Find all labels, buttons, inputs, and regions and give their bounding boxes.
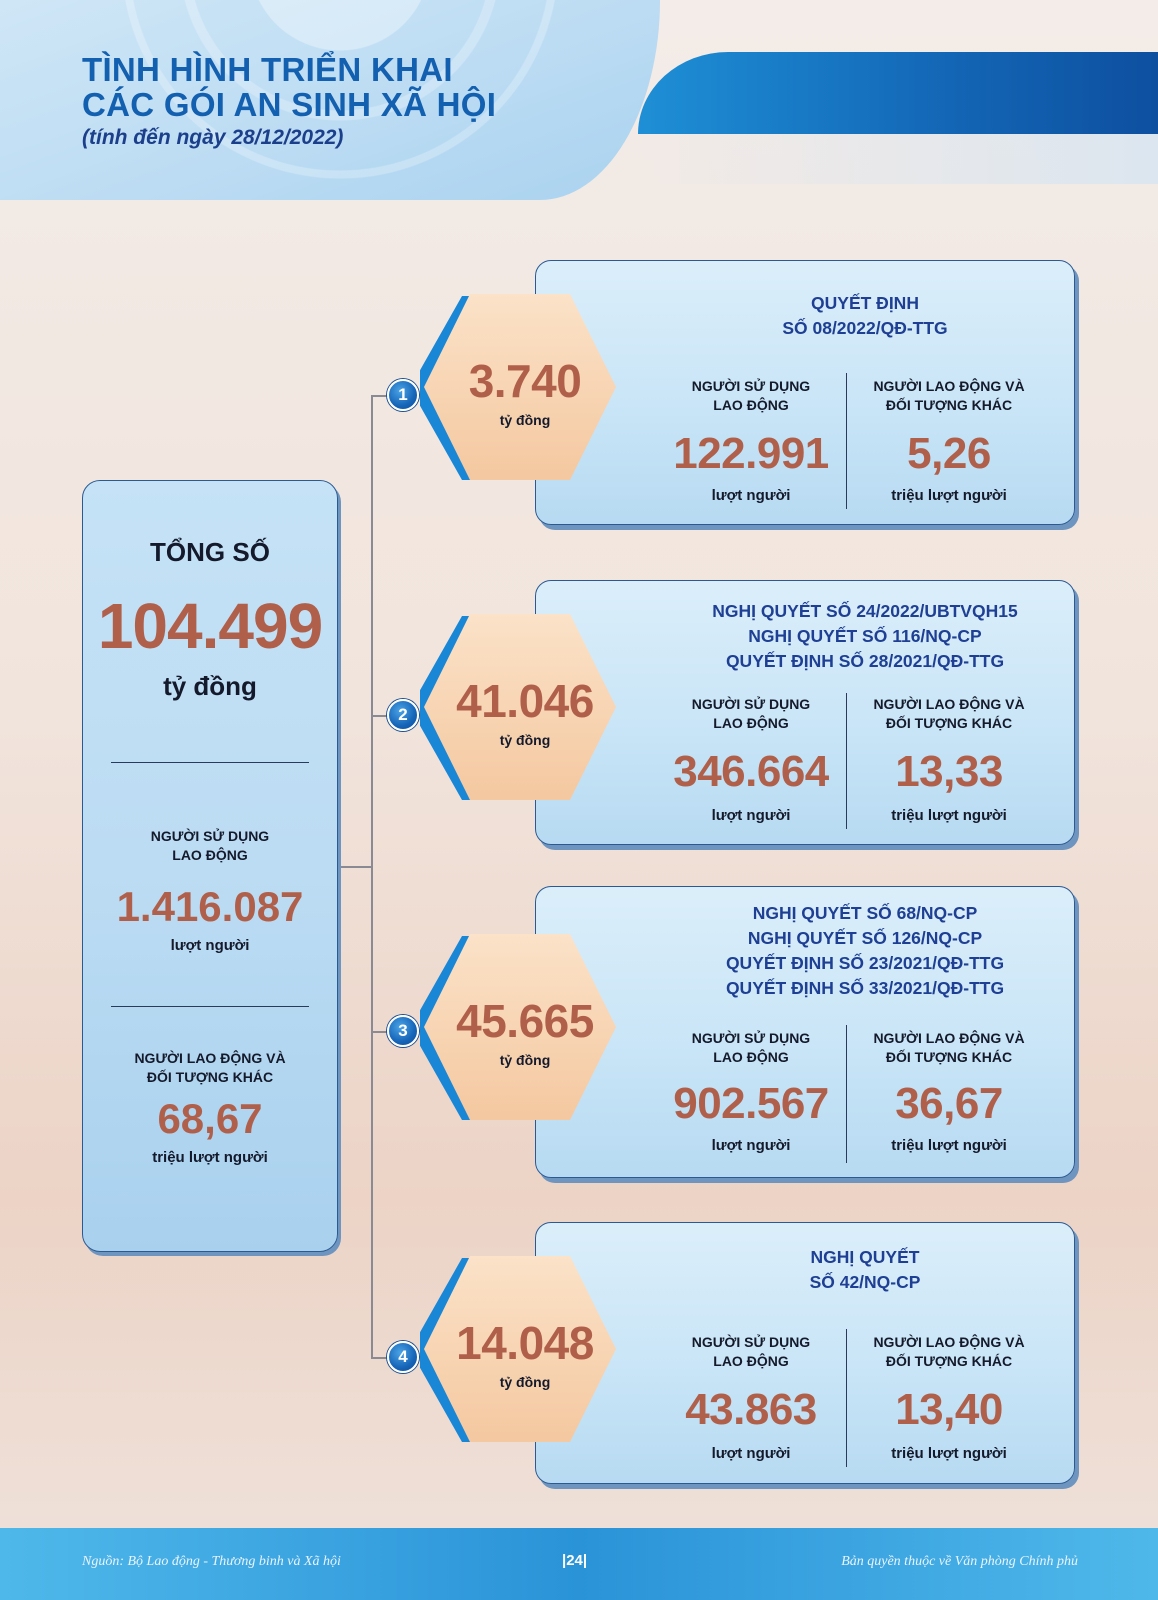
page-footer: Nguồn: Bộ Lao động - Thương binh và Xã h…: [0, 1528, 1158, 1600]
employers-label: NGƯỜI SỬ DỤNG LAO ĐỘNG: [691, 1030, 811, 1065]
employers-unit: lượt người: [711, 1137, 791, 1154]
package-number-badge-1: 1: [387, 379, 419, 411]
workers-label: NGƯỜI LAO ĐỘNG VÀ ĐỐI TƯỢNG KHÁC: [873, 378, 1025, 413]
workers-value: 36,67: [895, 1079, 1003, 1128]
column-separator: [846, 1025, 847, 1163]
package-card-1: QUYẾT ĐỊNH SỐ 08/2022/QĐ-TTG NGƯỜI SỬ DỤ…: [535, 260, 1075, 525]
package-card-4: NGHỊ QUYẾT SỐ 42/NQ-CP NGƯỜI SỬ DỤNG LAO…: [535, 1222, 1075, 1484]
package-amount-unit: tỷ đồng: [499, 412, 551, 428]
employers-value: 122.991: [673, 429, 829, 478]
total-divider-1: [111, 762, 309, 763]
column-separator: [846, 373, 847, 509]
title-line-1: TÌNH HÌNH TRIỂN KHAI: [82, 51, 453, 88]
workers-value: 13,33: [895, 747, 1003, 796]
package-heading: NGHỊ QUYẾT SỐ 42/NQ-CP: [809, 1247, 921, 1292]
workers-unit: triệu lượt người: [891, 1445, 1007, 1462]
hexagon-shape: [420, 614, 616, 800]
hexagon-shape: [420, 294, 616, 480]
total-workers-value: 68,67: [157, 1095, 263, 1142]
workers-value: 13,40: [895, 1385, 1003, 1434]
page-title: TÌNH HÌNH TRIỂN KHAI CÁC GÓI AN SINH XÃ …: [82, 52, 496, 122]
package-hexagon-4: 14.048 tỷ đồng: [420, 1254, 620, 1444]
connector-1: [371, 395, 391, 397]
header-band-shadow: [638, 134, 1158, 184]
package-amount-unit: tỷ đồng: [499, 1374, 551, 1390]
total-workers-unit: triệu lượt người: [152, 1149, 268, 1166]
column-separator: [846, 693, 847, 829]
package-hexagon-3: 45.665 tỷ đồng: [420, 932, 620, 1122]
package-hexagon-1: 3.740 tỷ đồng: [420, 292, 620, 482]
package-number-badge-4: 4: [387, 1341, 419, 1373]
workers-value: 5,26: [907, 429, 991, 478]
connector-4: [371, 1357, 391, 1359]
total-employers-label: NGƯỜI SỬ DỤNG LAO ĐỘNG: [150, 828, 270, 863]
total-value: 104.499: [97, 590, 323, 662]
connector-total: [338, 866, 372, 868]
employers-value: 43.863: [685, 1385, 817, 1434]
package-number-badge-3: 3: [387, 1015, 419, 1047]
header-drum-pattern: [0, 0, 660, 200]
page-subtitle: (tính đến ngày 28/12/2022): [82, 126, 344, 149]
title-line-2: CÁC GÓI AN SINH XÃ HỘI: [82, 86, 497, 123]
employers-value: 346.664: [673, 747, 829, 796]
hexagon-shape: [420, 1256, 616, 1442]
workers-unit: triệu lượt người: [891, 807, 1007, 824]
employers-unit: lượt người: [711, 487, 791, 504]
package-hexagon-2: 41.046 tỷ đồng: [420, 612, 620, 802]
footer-copyright: Bản quyền thuộc về Văn phòng Chính phủ: [841, 1554, 1078, 1569]
total-employers-unit: lượt người: [170, 937, 250, 954]
workers-unit: triệu lượt người: [891, 1137, 1007, 1154]
package-heading: NGHỊ QUYẾT SỐ 24/2022/UBTVQH15 NGHỊ QUYẾ…: [712, 601, 1018, 671]
package-amount: 3.740: [468, 355, 582, 407]
employers-value: 902.567: [673, 1079, 829, 1128]
package-amount: 45.665: [456, 995, 594, 1047]
total-workers-label: NGƯỜI LAO ĐỘNG VÀ ĐỐI TƯỢNG KHÁC: [134, 1050, 286, 1085]
workers-unit: triệu lượt người: [891, 487, 1007, 504]
total-panel: TỔNG SỐ 104.499 tỷ đồng NGƯỜI SỬ DỤNG LA…: [82, 480, 338, 1252]
employers-label: NGƯỜI SỬ DỤNG LAO ĐỘNG: [691, 696, 811, 731]
workers-label: NGƯỜI LAO ĐỘNG VÀ ĐỐI TƯỢNG KHÁC: [873, 1030, 1025, 1065]
package-amount-unit: tỷ đồng: [499, 1052, 551, 1068]
page-number: |24|: [562, 1552, 588, 1569]
hexagon-shape: [420, 934, 616, 1120]
package-number-badge-2: 2: [387, 699, 419, 731]
package-card-3: NGHỊ QUYẾT SỐ 68/NQ-CP NGHỊ QUYẾT SỐ 126…: [535, 886, 1075, 1178]
connector-2: [371, 715, 391, 717]
header-blue-band: [638, 52, 1158, 134]
total-label: TỔNG SỐ: [150, 537, 270, 567]
package-amount-unit: tỷ đồng: [499, 732, 551, 748]
employers-unit: lượt người: [711, 807, 791, 824]
total-unit: tỷ đồng: [163, 671, 257, 701]
employers-label: NGƯỜI SỬ DỤNG LAO ĐỘNG: [691, 378, 811, 413]
total-employers-value: 1.416.087: [116, 883, 304, 930]
workers-label: NGƯỜI LAO ĐỘNG VÀ ĐỐI TƯỢNG KHÁC: [873, 1334, 1025, 1369]
package-card-2: NGHỊ QUYẾT SỐ 24/2022/UBTVQH15 NGHỊ QUYẾ…: [535, 580, 1075, 845]
total-divider-2: [111, 1006, 309, 1007]
package-heading: NGHỊ QUYẾT SỐ 68/NQ-CP NGHỊ QUYẾT SỐ 126…: [725, 903, 1005, 998]
connector-vertical: [371, 395, 373, 1357]
column-separator: [846, 1329, 847, 1467]
employers-label: NGƯỜI SỬ DỤNG LAO ĐỘNG: [691, 1334, 811, 1369]
footer-source: Nguồn: Bộ Lao động - Thương binh và Xã h…: [82, 1554, 341, 1569]
workers-label: NGƯỜI LAO ĐỘNG VÀ ĐỐI TƯỢNG KHÁC: [873, 696, 1025, 731]
package-amount: 14.048: [456, 1317, 594, 1369]
employers-unit: lượt người: [711, 1445, 791, 1462]
package-amount: 41.046: [456, 675, 594, 727]
connector-3: [371, 1031, 391, 1033]
package-heading: QUYẾT ĐỊNH SỐ 08/2022/QĐ-TTG: [782, 293, 948, 338]
